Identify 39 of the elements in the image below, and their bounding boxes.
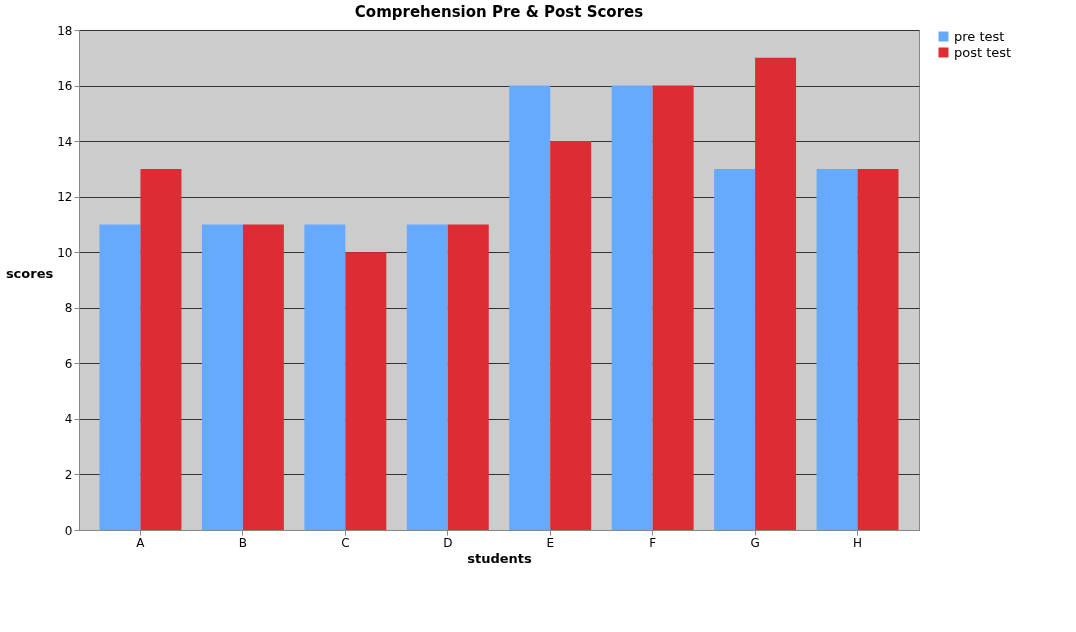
x-tick-label: D <box>443 535 453 550</box>
y-tick-label: 16 <box>57 79 73 94</box>
y-tick-label: 2 <box>64 467 73 482</box>
x-tick-label: A <box>136 535 146 550</box>
bar <box>550 141 592 530</box>
bar <box>201 224 243 530</box>
bar <box>406 224 448 530</box>
x-tick-label: C <box>341 535 350 550</box>
x-tick-label: G <box>750 535 760 550</box>
legend-label: post test <box>954 44 1012 60</box>
legend-label: pre test <box>954 28 1005 44</box>
y-tick-label: 0 <box>64 523 73 538</box>
x-tick-label: F <box>649 535 657 550</box>
bar <box>345 252 387 530</box>
bar <box>509 85 551 530</box>
bar <box>304 224 346 530</box>
bar <box>857 168 899 530</box>
y-tick-label: 12 <box>57 190 73 205</box>
bar <box>99 224 141 530</box>
chart-title: Comprehension Pre & Post Scores <box>354 3 644 21</box>
y-tick-label: 6 <box>64 356 73 371</box>
y-tick-label: 8 <box>64 301 73 316</box>
bar <box>816 168 858 530</box>
y-tick-label: 10 <box>57 245 73 260</box>
bar <box>611 85 653 530</box>
y-tick-label: 4 <box>64 412 73 427</box>
bar <box>755 57 797 530</box>
x-tick-label: B <box>238 535 248 550</box>
x-axis-title: students <box>467 550 533 566</box>
x-tick-label: E <box>546 535 555 550</box>
bar <box>140 168 182 530</box>
y-tick-label: 14 <box>57 134 73 149</box>
bar <box>652 85 694 530</box>
bar <box>714 168 756 530</box>
x-tick-label: H <box>853 535 863 550</box>
y-axis-title: scores <box>5 265 54 281</box>
bar <box>447 224 489 530</box>
bar <box>242 224 284 530</box>
y-tick-label: 18 <box>57 23 73 38</box>
